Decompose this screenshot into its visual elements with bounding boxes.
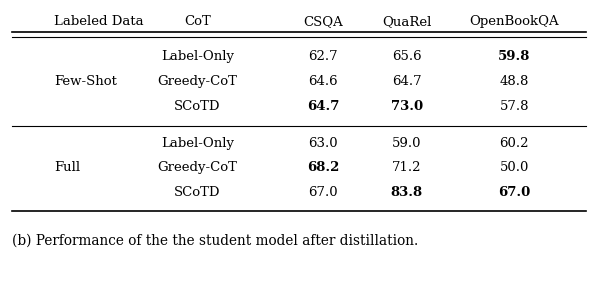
- Text: 64.6: 64.6: [308, 75, 338, 88]
- Text: (b) Performance of the the student model after distillation.: (b) Performance of the the student model…: [12, 233, 418, 247]
- Text: 57.8: 57.8: [499, 100, 529, 113]
- Text: OpenBookQA: OpenBookQA: [469, 15, 559, 28]
- Text: 59.0: 59.0: [392, 137, 422, 150]
- Text: 67.0: 67.0: [498, 186, 530, 199]
- Text: 65.6: 65.6: [392, 51, 422, 63]
- Text: SCoTD: SCoTD: [174, 186, 221, 199]
- Text: 63.0: 63.0: [308, 137, 338, 150]
- Text: Full: Full: [54, 161, 80, 174]
- Text: 60.2: 60.2: [499, 137, 529, 150]
- Text: 73.0: 73.0: [390, 100, 423, 113]
- Text: Label-Only: Label-Only: [161, 137, 234, 150]
- Text: 59.8: 59.8: [498, 51, 530, 63]
- Text: Greedy-CoT: Greedy-CoT: [157, 75, 237, 88]
- Text: 71.2: 71.2: [392, 161, 422, 174]
- Text: Few-Shot: Few-Shot: [54, 75, 117, 88]
- Text: 50.0: 50.0: [499, 161, 529, 174]
- Text: SCoTD: SCoTD: [174, 100, 221, 113]
- Text: 83.8: 83.8: [390, 186, 423, 199]
- Text: 48.8: 48.8: [499, 75, 529, 88]
- Text: 64.7: 64.7: [392, 75, 422, 88]
- Text: 62.7: 62.7: [308, 51, 338, 63]
- Text: CoT: CoT: [184, 15, 210, 28]
- Text: 64.7: 64.7: [307, 100, 339, 113]
- Text: Label-Only: Label-Only: [161, 51, 234, 63]
- Text: Labeled Data: Labeled Data: [54, 15, 144, 28]
- Text: 68.2: 68.2: [307, 161, 339, 174]
- Text: QuaRel: QuaRel: [382, 15, 431, 28]
- Text: CSQA: CSQA: [303, 15, 343, 28]
- Text: 67.0: 67.0: [308, 186, 338, 199]
- Text: Greedy-CoT: Greedy-CoT: [157, 161, 237, 174]
